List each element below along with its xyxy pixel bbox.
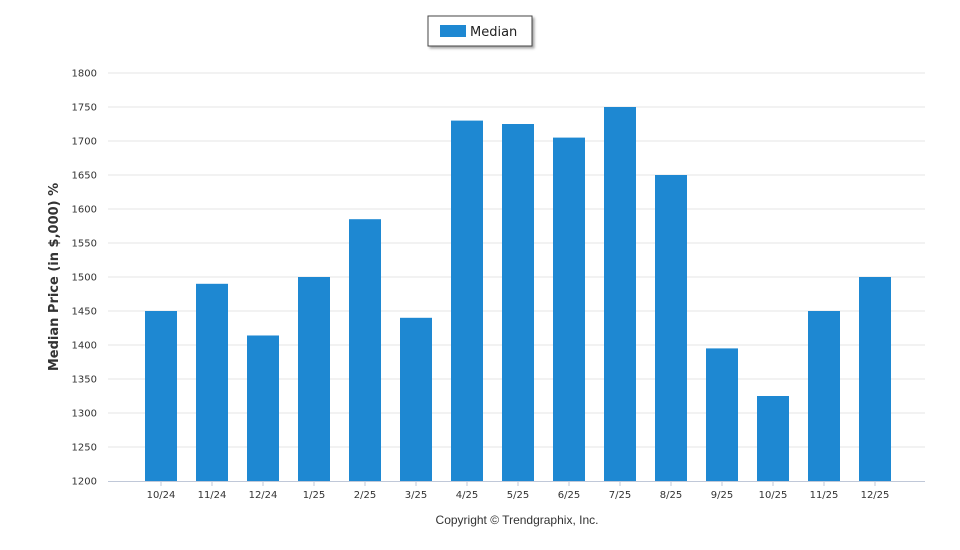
x-tick-label: 4/25 xyxy=(456,490,478,501)
x-tick-label: 7/25 xyxy=(609,490,631,501)
bar-7-25[interactable] xyxy=(604,107,636,481)
legend-swatch-median xyxy=(440,25,466,37)
y-tick-label: 1800 xyxy=(72,69,97,80)
y-tick-label: 1750 xyxy=(72,103,97,114)
y-tick-label: 1350 xyxy=(72,375,97,386)
legend-label-median: Median xyxy=(470,25,517,40)
x-tick-label: 10/24 xyxy=(147,490,176,501)
x-tick-label: 11/25 xyxy=(810,490,839,501)
x-tick-label: 2/25 xyxy=(354,490,376,501)
x-tick-label: 12/25 xyxy=(861,490,890,501)
bar-12-24[interactable] xyxy=(247,335,279,481)
bar-5-25[interactable] xyxy=(502,124,534,481)
y-tick-label: 1600 xyxy=(72,205,97,216)
y-axis-title: Median Price (in $,000) % xyxy=(47,183,62,371)
bar-6-25[interactable] xyxy=(553,137,585,481)
x-tick-label: 8/25 xyxy=(660,490,682,501)
y-tick-label: 1550 xyxy=(72,239,97,250)
x-tick-label: 11/24 xyxy=(198,490,227,501)
bar-4-25[interactable] xyxy=(451,120,483,481)
y-tick-label: 1250 xyxy=(72,443,97,454)
legend[interactable]: Median xyxy=(427,15,533,47)
x-tick-label: 9/25 xyxy=(711,490,733,501)
y-tick-labels: 1200 1250 1300 1350 1400 1450 1500 1550 1600 1650… xyxy=(72,69,97,488)
bar-1-25[interactable] xyxy=(298,277,330,481)
bar-9-25[interactable] xyxy=(706,348,738,481)
x-tick-label: 12/24 xyxy=(249,490,278,501)
x-tick-label: 3/25 xyxy=(405,490,427,501)
bar-3-25[interactable] xyxy=(400,317,432,481)
x-tick-label: 6/25 xyxy=(558,490,580,501)
y-tick-label: 1200 xyxy=(72,477,97,488)
x-tick-label: 5/25 xyxy=(507,490,529,501)
y-tick-label: 1650 xyxy=(72,171,97,182)
axes xyxy=(108,481,925,486)
y-tick-label: 1450 xyxy=(72,307,97,318)
bar-11-24[interactable] xyxy=(196,283,228,481)
y-tick-label: 1300 xyxy=(72,409,97,420)
bar-10-25[interactable] xyxy=(757,396,789,481)
copyright-text: Copyright © Trendgraphix, Inc. xyxy=(436,513,599,527)
bar-10-24[interactable] xyxy=(145,311,177,481)
bar-8-25[interactable] xyxy=(655,175,687,481)
x-tick-labels: 10/24 11/24 12/24 1/25 2/25 3/25 4/25 5/25 6/25 7… xyxy=(147,490,890,501)
x-tick-label: 10/25 xyxy=(759,490,788,501)
bars xyxy=(145,107,891,481)
y-tick-label: 1500 xyxy=(72,273,97,284)
bar-11-25[interactable] xyxy=(808,311,840,481)
bar-2-25[interactable] xyxy=(349,219,381,481)
y-tick-label: 1400 xyxy=(72,341,97,352)
y-tick-label: 1700 xyxy=(72,137,97,148)
bar-12-25[interactable] xyxy=(859,277,891,481)
x-tick-label: 1/25 xyxy=(303,490,325,501)
